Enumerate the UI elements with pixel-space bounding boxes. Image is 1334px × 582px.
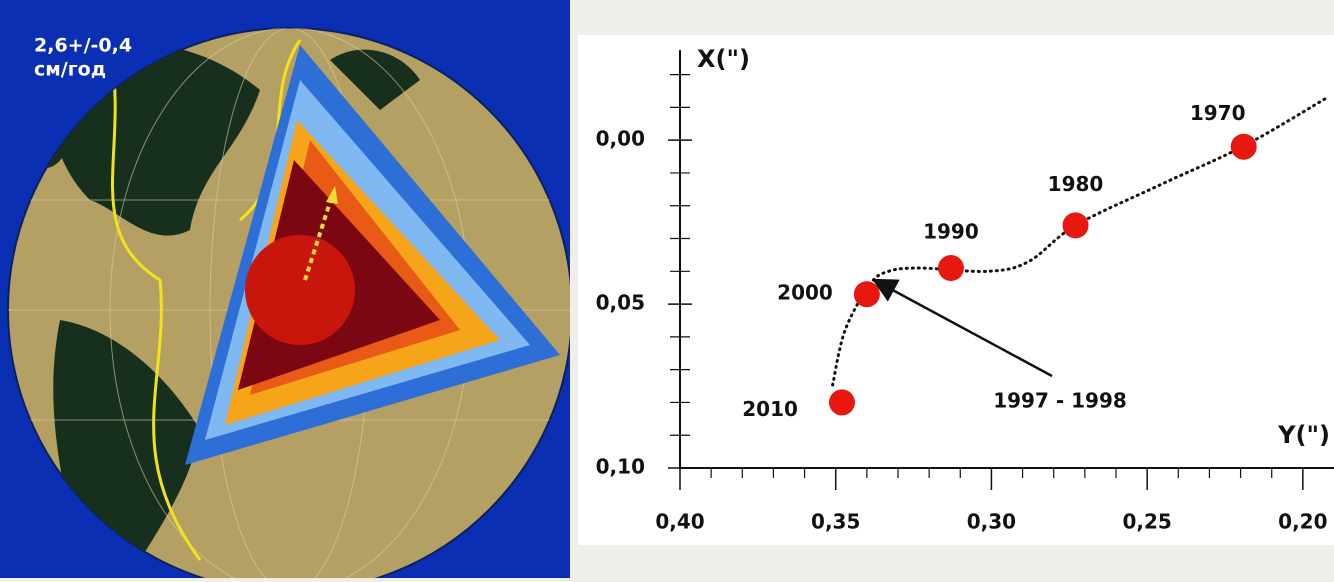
x-tick-label: 0,35 <box>811 510 860 534</box>
y-axis-label: X(") <box>697 45 750 73</box>
page: 2,6+/-0,4 см/год 0,00 0,05 0,10 0,40 0,35 0,3… <box>0 0 1334 578</box>
point-label: 1990 <box>923 220 979 244</box>
rate-text: 2,6+/-0,4 <box>34 35 132 57</box>
point-label: 2010 <box>742 397 798 421</box>
x-tick-label: 0,25 <box>1122 510 1171 534</box>
point-label: 1980 <box>1048 172 1104 196</box>
point-label: 2000 <box>777 281 833 305</box>
y-tick-label: 0,00 <box>596 127 645 151</box>
x-tick-label: 0,30 <box>967 510 1016 534</box>
data-point <box>1063 212 1089 238</box>
data-point <box>1231 134 1257 160</box>
annotation-text: 1997 - 1998 <box>993 389 1127 413</box>
earth-illustration: 2,6+/-0,4 см/год <box>0 0 580 578</box>
data-point <box>938 255 964 281</box>
data-point <box>854 281 880 307</box>
y-tick-label: 0,05 <box>596 291 645 315</box>
unit-text: см/год <box>34 59 106 81</box>
data-point <box>829 389 855 415</box>
y-tick-label: 0,10 <box>596 455 645 479</box>
point-label: 1970 <box>1190 101 1246 125</box>
x-axis-label: Y(") <box>1277 421 1330 449</box>
x-tick-label: 0,20 <box>1278 510 1327 534</box>
x-tick-label: 0,40 <box>655 510 704 534</box>
